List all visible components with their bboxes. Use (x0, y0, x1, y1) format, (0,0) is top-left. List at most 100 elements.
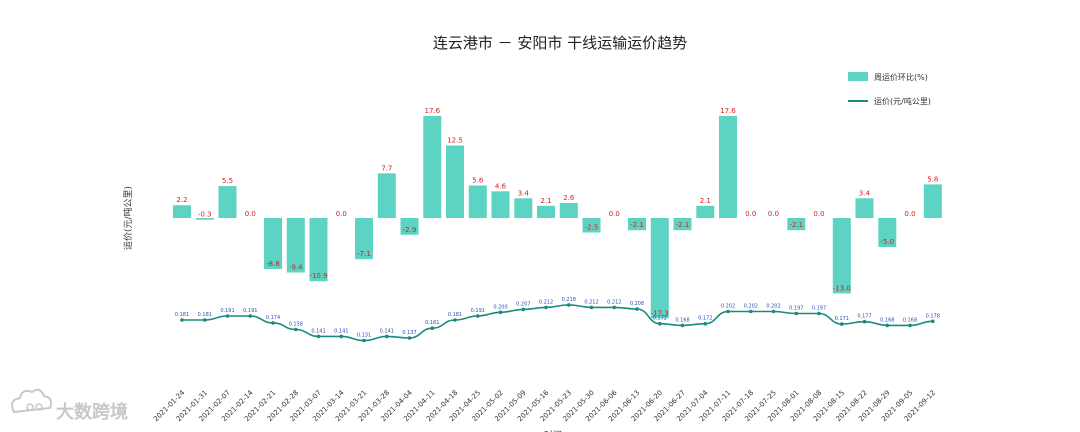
bar-value-label: 0.0 (336, 210, 347, 218)
bar-value-label: -7.1 (357, 250, 371, 258)
price-value-label: 0.212 (539, 299, 553, 305)
bar-value-label: -2.1 (676, 221, 690, 229)
bar (514, 198, 533, 218)
price-value-label: 0.178 (926, 313, 940, 319)
price-value-label: 0.174 (266, 315, 280, 321)
price-point (817, 311, 821, 316)
price-point (703, 321, 708, 326)
bar-value-label: 0.0 (813, 210, 824, 218)
price-value-label: 0.212 (607, 299, 621, 305)
bar-value-label: -17.3 (651, 309, 669, 317)
price-point (385, 334, 389, 339)
price-point (749, 309, 753, 314)
price-value-label: 0.181 (175, 312, 189, 318)
price-point (271, 321, 275, 325)
bar (377, 173, 396, 218)
price-value-label: 0.141 (311, 328, 325, 334)
bar-value-label: 17.6 (720, 107, 736, 115)
bar (491, 191, 510, 218)
bar-value-label: 2.1 (540, 197, 551, 205)
price-value-label: 0.168 (903, 317, 917, 323)
price-point (794, 311, 799, 316)
price-value-label: 0.202 (766, 304, 780, 310)
bar (286, 218, 305, 273)
price-point (225, 314, 230, 318)
bar (719, 115, 737, 218)
price-point (726, 309, 730, 314)
price-point (908, 323, 912, 328)
price-point (544, 305, 548, 310)
bar (355, 218, 373, 260)
price-point (521, 307, 526, 312)
x-axis-label: 时间 (544, 429, 562, 432)
bar-value-label: -10.9 (309, 272, 327, 280)
bar-value-label: 17.6 (425, 107, 441, 115)
bar (468, 185, 487, 218)
price-value-label: 0.191 (243, 308, 257, 314)
bar-labels: 2.2 -0.3 5.5 0.0 -8.8 -9.4 -10.9 0.0 -7.1 7.7 -2.9… (176, 107, 938, 317)
bar-value-label: -9.4 (289, 264, 303, 272)
bar-value-label: 3.4 (859, 189, 871, 197)
price-value-label: 0.208 (630, 301, 644, 307)
bar-value-label: -5.0 (880, 238, 894, 246)
bar (923, 184, 942, 218)
price-value-label: 0.172 (698, 316, 712, 322)
bar-value-label: -2.9 (403, 226, 417, 234)
bar-value-label: 0.0 (745, 210, 756, 218)
price-value-label: 0.137 (402, 330, 416, 336)
bar-value-label: 2.2 (176, 196, 187, 204)
x-tick-labels: 2021-01-242021-01-312021-02-072021-02-14… (152, 388, 937, 423)
price-point (771, 309, 776, 314)
bar (423, 115, 442, 218)
price-point (658, 321, 662, 326)
bar-value-label: 4.6 (495, 182, 507, 190)
bar (832, 218, 851, 294)
price-value-label: 0.168 (880, 317, 894, 323)
price-value-label: 0.141 (334, 328, 348, 334)
price-value-label: 0.181 (448, 312, 462, 318)
price-value-label: 0.161 (425, 320, 439, 326)
price-point (635, 307, 639, 311)
bar-value-label: 0.0 (904, 210, 915, 218)
price-point (885, 323, 890, 328)
price-point (203, 318, 207, 322)
legend-bar-swatch (848, 72, 868, 81)
bar (696, 205, 715, 218)
bar-series (173, 115, 942, 319)
bar-value-label: -8.8 (266, 260, 280, 268)
price-point (498, 310, 503, 315)
watermark-text: 大数跨境 (56, 401, 128, 423)
bar (218, 186, 237, 218)
legend: 周运价环比(%) 运价(元/吨公里) (848, 72, 931, 106)
bar-value-label: -13.0 (833, 284, 851, 292)
bar-value-label: 2.6 (563, 194, 575, 202)
bar (309, 218, 328, 282)
price-point (180, 318, 184, 322)
bar (264, 218, 282, 269)
bar-value-label: 3.4 (518, 189, 530, 197)
price-value-label: 0.212 (584, 299, 598, 305)
bar (173, 205, 191, 218)
price-value-label: 0.197 (812, 306, 826, 312)
bar-value-label: 5.5 (222, 177, 233, 185)
price-point (862, 319, 867, 324)
legend-bar-label: 周运价环比(%) (874, 72, 928, 82)
chart-title: 连云港市 － 安阳市 干线运输运价趋势 (433, 34, 687, 52)
price-point (680, 323, 685, 328)
price-value-label: 0.172 (653, 316, 667, 322)
bar (673, 218, 692, 231)
bar (582, 218, 601, 233)
price-point (453, 318, 457, 322)
bar (559, 202, 578, 218)
price-point (407, 336, 412, 340)
bar (537, 205, 555, 218)
price-value-label: 0.171 (835, 316, 849, 322)
legend-line-label: 运价(元/吨公里) (874, 96, 931, 106)
bar (878, 218, 897, 247)
price-point (362, 338, 366, 343)
bar (650, 218, 669, 319)
price-value-label: 0.181 (198, 312, 212, 318)
bar-value-label: -2.1 (789, 221, 803, 229)
bar-value-label: 2.1 (700, 197, 711, 205)
price-point (840, 322, 844, 326)
